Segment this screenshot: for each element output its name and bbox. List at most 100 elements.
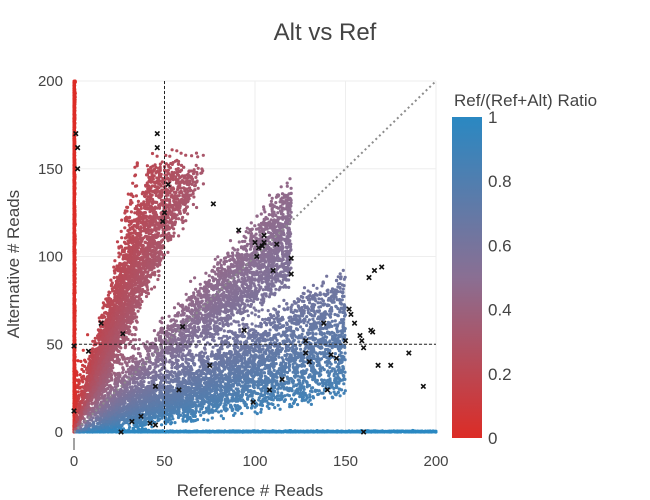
data-point bbox=[178, 430, 182, 434]
data-point bbox=[191, 189, 195, 193]
data-point bbox=[72, 180, 76, 184]
data-point bbox=[73, 272, 77, 277]
data-point bbox=[169, 234, 173, 238]
data-point bbox=[307, 429, 311, 433]
data-point bbox=[72, 263, 76, 267]
data-point bbox=[418, 430, 422, 434]
data-point bbox=[367, 430, 371, 434]
data-point bbox=[343, 429, 348, 433]
data-point bbox=[139, 247, 143, 251]
data-point bbox=[121, 298, 125, 302]
data-point bbox=[157, 203, 161, 207]
data-point bbox=[281, 430, 286, 434]
data-point bbox=[73, 323, 77, 327]
data-point bbox=[428, 430, 432, 434]
data-point bbox=[177, 234, 181, 238]
data-point bbox=[171, 430, 175, 434]
data-point bbox=[196, 430, 200, 434]
data-point bbox=[172, 227, 176, 231]
data-point bbox=[179, 151, 183, 155]
data-point bbox=[73, 173, 77, 177]
data-point bbox=[189, 193, 193, 197]
data-point bbox=[187, 169, 191, 174]
data-point bbox=[411, 430, 416, 434]
data-point bbox=[73, 242, 77, 246]
data-point bbox=[406, 429, 410, 434]
data-point bbox=[72, 97, 76, 101]
data-point bbox=[322, 430, 326, 434]
data-point bbox=[285, 429, 290, 433]
data-point bbox=[185, 430, 189, 434]
data-point bbox=[316, 429, 320, 433]
data-point bbox=[208, 430, 212, 434]
data-point bbox=[191, 180, 195, 184]
data-point bbox=[156, 277, 160, 282]
data-point bbox=[274, 429, 278, 433]
data-point bbox=[269, 430, 273, 434]
data-point bbox=[194, 151, 199, 155]
data-point bbox=[193, 429, 197, 434]
data-point bbox=[138, 306, 142, 310]
data-point bbox=[72, 259, 76, 263]
data-point bbox=[129, 263, 133, 267]
data-point bbox=[182, 176, 186, 180]
data-point bbox=[185, 205, 189, 209]
data-point bbox=[184, 153, 188, 157]
data-point bbox=[132, 223, 136, 228]
chart-title: Alt vs Ref bbox=[274, 19, 377, 46]
data-point bbox=[72, 340, 76, 344]
data-points bbox=[72, 79, 438, 434]
data-point bbox=[72, 105, 76, 109]
data-point bbox=[154, 212, 158, 216]
data-point bbox=[225, 430, 229, 434]
data-point bbox=[260, 430, 265, 434]
data-point bbox=[72, 329, 76, 333]
data-point bbox=[221, 430, 225, 434]
data-point bbox=[380, 429, 385, 433]
data-point bbox=[72, 190, 76, 194]
data-point bbox=[72, 230, 76, 234]
data-point bbox=[149, 195, 153, 199]
data-point bbox=[73, 186, 77, 190]
data-point bbox=[72, 383, 76, 387]
data-point bbox=[136, 199, 140, 203]
data-point bbox=[73, 267, 77, 271]
data-point bbox=[72, 224, 76, 228]
data-point bbox=[213, 430, 217, 434]
data-point bbox=[72, 79, 76, 83]
data-point bbox=[160, 430, 165, 434]
data-point bbox=[72, 386, 76, 390]
data-point bbox=[241, 430, 245, 434]
data-point bbox=[147, 216, 151, 220]
data-point bbox=[187, 183, 191, 187]
data-point bbox=[201, 182, 205, 186]
data-point bbox=[302, 430, 306, 434]
data-point bbox=[72, 122, 76, 126]
data-point bbox=[152, 285, 157, 289]
data-point bbox=[148, 198, 152, 203]
data-point bbox=[335, 429, 339, 433]
data-point bbox=[72, 218, 76, 222]
data-point bbox=[72, 283, 76, 287]
data-point bbox=[153, 270, 157, 274]
data-point bbox=[266, 429, 270, 434]
data-point bbox=[168, 154, 172, 158]
data-point bbox=[142, 200, 146, 204]
data-point bbox=[248, 430, 252, 434]
data-point bbox=[144, 294, 149, 299]
data-point bbox=[291, 430, 295, 434]
data-point bbox=[72, 293, 76, 297]
data-point bbox=[73, 161, 77, 165]
data-point bbox=[146, 288, 150, 292]
data-point bbox=[253, 430, 258, 434]
data-point bbox=[72, 139, 76, 143]
data-point bbox=[415, 429, 419, 434]
data-point bbox=[195, 205, 199, 210]
data-point bbox=[72, 279, 76, 283]
data-point bbox=[72, 91, 76, 95]
data-point bbox=[332, 430, 336, 434]
data-point bbox=[150, 287, 154, 291]
data-point bbox=[189, 430, 193, 434]
data-point bbox=[72, 194, 76, 198]
data-point bbox=[181, 227, 185, 231]
